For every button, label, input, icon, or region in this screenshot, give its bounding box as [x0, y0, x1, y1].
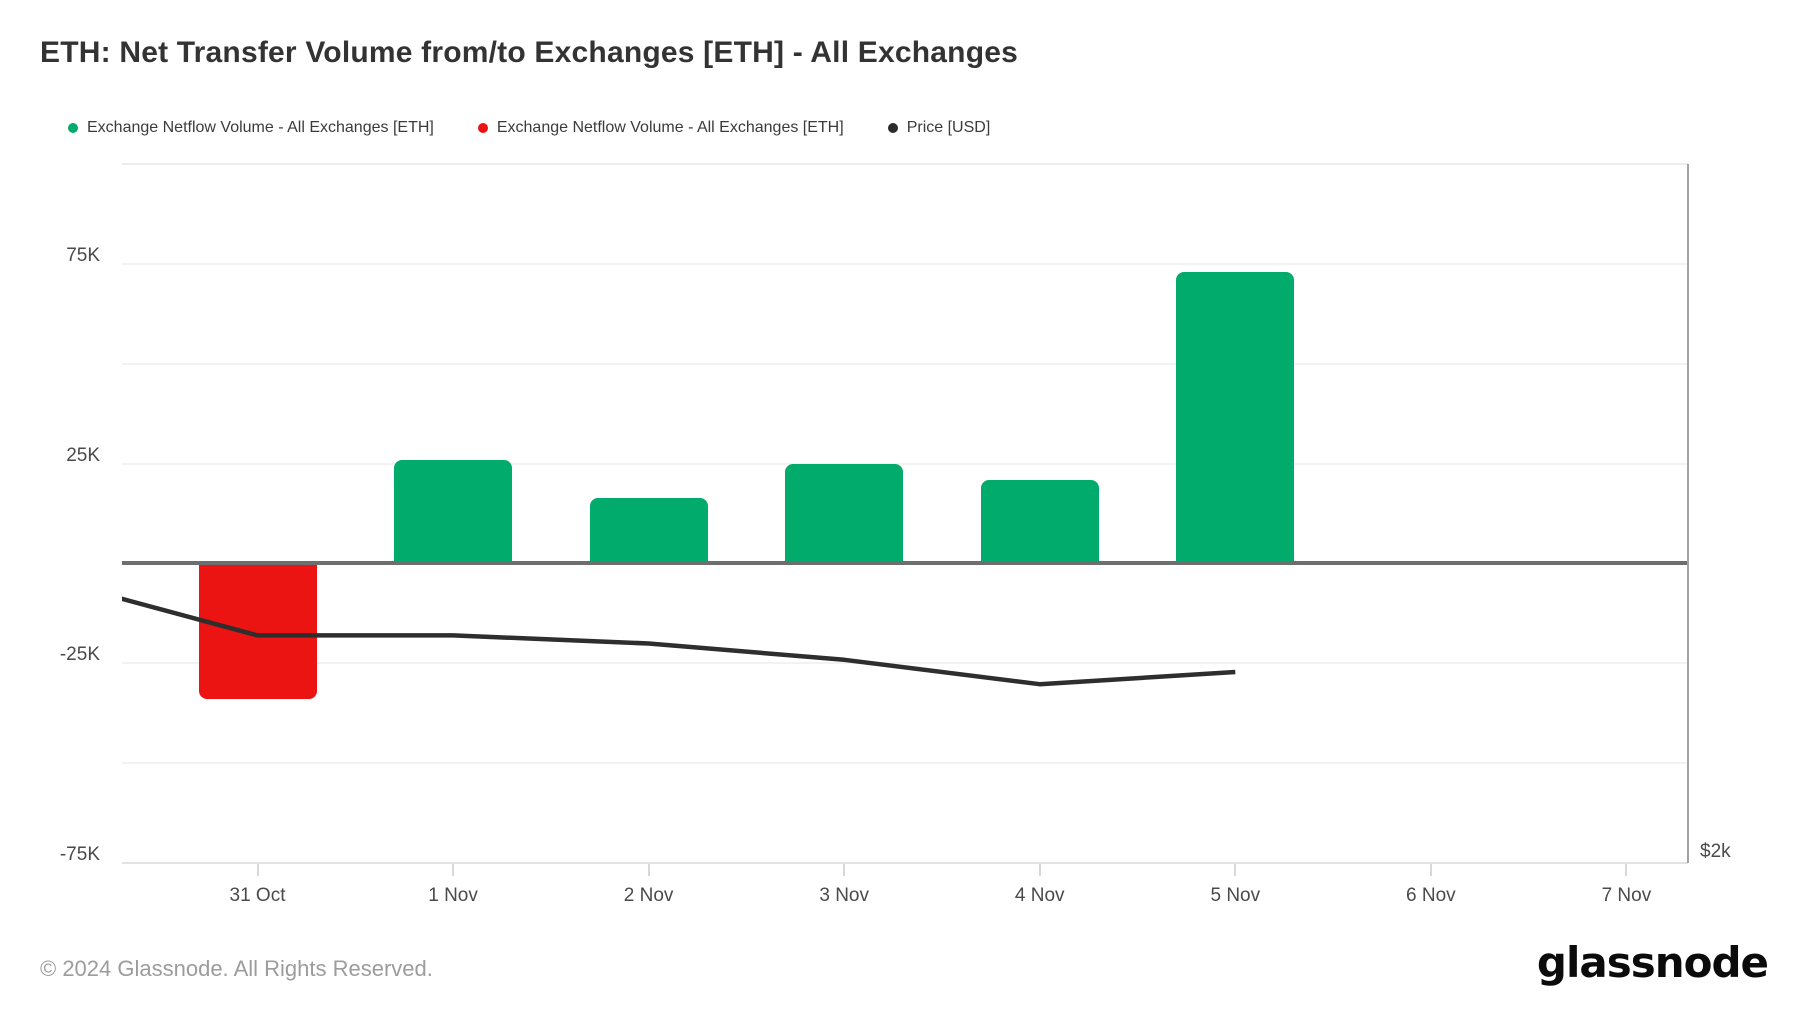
legend-label: Exchange Netflow Volume - All Exchanges … — [87, 119, 434, 136]
x-axis-tick — [1234, 863, 1237, 876]
copyright-text: © 2024 Glassnode. All Rights Reserved. — [40, 956, 433, 981]
gridline — [122, 262, 1688, 265]
y-axis-label: -75K — [59, 844, 100, 865]
x-axis-tick — [256, 863, 259, 876]
legend-label: Price [USD] — [906, 119, 991, 136]
red-dot-icon — [477, 123, 488, 133]
x-axis-label: 4 Nov — [1014, 885, 1065, 906]
price-line[interactable] — [122, 583, 1236, 687]
x-axis-tick — [452, 863, 455, 876]
x-axis-label: 31 Oct — [229, 885, 286, 906]
x-axis-label: 1 Nov — [428, 885, 478, 906]
green-dot-icon — [68, 123, 78, 133]
gridline — [122, 462, 1688, 465]
x-axis-label: 7 Nov — [1601, 885, 1652, 906]
x-axis-tick — [843, 863, 846, 876]
netflow-bar-5-nov[interactable] — [1176, 271, 1295, 564]
netflow-bar-1-nov[interactable] — [394, 459, 513, 564]
x-axis-label: 5 Nov — [1210, 885, 1261, 906]
legend-label: Exchange Netflow Volume - All Exchanges … — [496, 119, 844, 136]
black-dot-icon — [887, 123, 898, 133]
plot-right-border — [1687, 164, 1689, 863]
netflow-bar-31-oct[interactable] — [198, 563, 317, 700]
glassnode-logo: glassnode — [1536, 938, 1769, 987]
y-axis-label: 25K — [66, 444, 100, 466]
legend-item-netflow-outflow[interactable]: Exchange Netflow Volume - All Exchanges … — [477, 119, 844, 137]
gridline — [122, 662, 1688, 665]
price-axis-label: $2k — [1700, 841, 1731, 862]
netflow-bar-4-nov[interactable] — [980, 479, 1099, 564]
x-axis-label: 6 Nov — [1406, 885, 1456, 906]
plot-area[interactable] — [122, 163, 1689, 864]
x-axis-tick — [647, 863, 650, 876]
y-axis-label: 75K — [66, 244, 100, 266]
page-title: ETH: Net Transfer Volume from/to Exchang… — [40, 36, 1018, 69]
plot-top-border — [122, 163, 1688, 165]
x-axis-label: 3 Nov — [819, 885, 869, 906]
price-line-canvas — [122, 583, 1236, 687]
legend-item-netflow-inflow[interactable]: Exchange Netflow Volume - All Exchanges … — [68, 119, 434, 137]
y-axis-label: -25K — [59, 644, 100, 666]
zero-axis-line — [122, 561, 1688, 566]
legend-item-price[interactable]: Price [USD] — [887, 119, 991, 137]
x-axis-tick — [1625, 863, 1628, 876]
gridline — [122, 762, 1688, 765]
plot-bottom-border — [122, 862, 1688, 864]
netflow-bar-3-nov[interactable] — [785, 463, 904, 564]
x-axis-tick — [1429, 863, 1432, 876]
netflow-bar-2-nov[interactable] — [589, 497, 708, 564]
gridline — [122, 362, 1688, 365]
chart-legend: Exchange Netflow Volume - All Exchanges … — [68, 119, 990, 137]
x-axis-tick — [1038, 863, 1041, 876]
x-axis-label: 2 Nov — [623, 885, 674, 906]
